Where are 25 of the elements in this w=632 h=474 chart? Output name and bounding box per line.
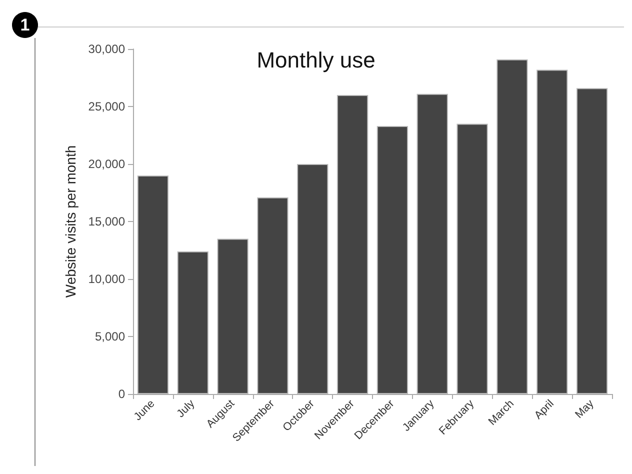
chart-title: Monthly use [256,48,376,72]
text: 1 [20,16,30,34]
x-tick-label: July [174,397,198,420]
x-tick-label: May [573,397,597,421]
bar [376,126,408,394]
y-tick-label: 20,000 [88,157,126,171]
bar [137,176,169,394]
y-tick-label: 25,000 [88,100,126,114]
y-tick-label: 10,000 [88,272,126,286]
bar [217,238,248,394]
x-tick-label: June [132,398,158,424]
bar [336,95,368,394]
bar [456,124,488,394]
bar [297,164,328,394]
y-tick-label: 15,000 [88,214,126,228]
y-tick-label: 5,000 [94,330,126,344]
bar [177,251,208,394]
bar [536,70,568,394]
y-tick-label: 30,000 [88,42,126,56]
bar [496,59,528,394]
bar [257,197,288,394]
bar [416,94,448,394]
y-tick-label: 0 [118,387,126,401]
bar [576,88,608,394]
y-axis-title: Website visits per month [62,145,78,298]
